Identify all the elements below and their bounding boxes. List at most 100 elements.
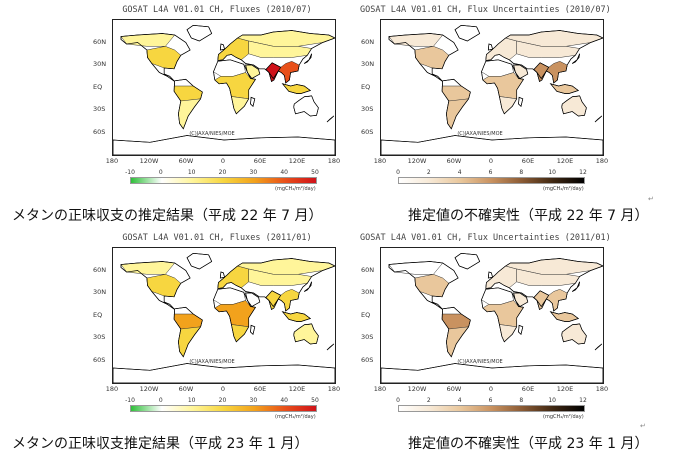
coastline [326,115,335,123]
coastline [485,258,603,312]
color-scale-tick: 10 [548,169,556,176]
lon-label: 60E [253,385,267,393]
color-scale-tick: 10 [187,169,196,176]
coastline [213,59,257,115]
map-title: GOSAT L4A V01.01 CH, Flux Uncertainties … [360,233,611,243]
lat-label: 30N [361,60,375,68]
lon-label: 0 [488,385,494,393]
coastline [485,30,603,84]
map-panel-uncertainty-2010-07: GOSAT L4A V01.01 CH, Flux Uncertainties … [360,5,611,195]
flux-region [441,85,471,102]
coastline [381,363,603,383]
lon-label: 60E [521,157,535,165]
lon-label: 120E [556,385,574,393]
flux-region [120,261,176,275]
coastline [518,324,524,335]
world-map [381,252,603,383]
color-scale-tick: 12 [579,169,587,176]
color-scale-unit: (mgCH₄/m²/day) [543,186,584,192]
lat-label: 60S [361,127,374,136]
caption-flux-2010-07: メタンの正味収支の推定結果（平成 22 年 7 月） [12,208,323,224]
coastline [281,83,312,94]
color-scale-tick: 0 [396,169,400,176]
coastline [245,292,261,307]
map-frame [112,247,336,384]
coastline [265,62,282,83]
map-frame [380,247,604,384]
color-scale-unit: (mgCH₄/m²/day) [275,186,316,192]
lon-label: 180 [327,157,341,165]
map-credit: (C)JAXA/NIES/MOE [457,359,503,365]
lon-label: 60W [178,385,194,393]
flux-region [388,33,444,47]
color-scale-tick: 2 [426,169,431,176]
flux-region [388,261,444,275]
lon-label: 0 [220,157,226,165]
color-scale-unit: (mgCH₄/m²/day) [543,414,584,420]
map-title: GOSAT L4A V01.01 CH, Fluxes (2010/07) [122,5,312,15]
coastline [388,33,459,82]
coastline [173,306,203,358]
map-frame [112,19,336,156]
coastline [303,53,312,64]
coastline [186,24,213,42]
color-scale-bar [398,177,585,184]
coastline [213,287,257,343]
map-frame [380,19,604,156]
coastline [217,258,335,312]
lon-label: 180 [105,157,119,165]
color-scale-bar [398,405,585,412]
lon-label: 120W [139,157,159,165]
caption-flux-2011-01: メタンの正味収支推定結果（平成 23 年 1 月） [12,436,309,452]
coastline [250,324,256,335]
coastline [113,135,335,155]
map-panel-flux-2010-07: GOSAT L4A V01.01 CH, Fluxes (2010/07) (C)… [92,5,342,195]
color-scale-unit: (mgCH₄/m²/day) [275,414,316,420]
land-greenland [454,24,481,42]
coastline [561,323,587,345]
map-credit: (C)JAXA/NIES/MOE [189,359,235,365]
world-map [113,252,335,383]
lon-label: 60W [178,157,194,165]
land-greenland [186,252,213,270]
color-scale-tick: 4 [457,169,462,176]
lat-label: 30S [361,105,374,113]
color-scale-tick: 10 [187,397,196,404]
lon-label: 0 [488,157,494,165]
color-scale-tick: 8 [519,397,524,404]
land-greenland [454,252,481,270]
lon-label: 0 [220,385,226,393]
lat-label: 60N [361,265,375,274]
coastline [441,78,471,130]
coastline [454,252,481,270]
coastline [513,64,529,79]
caption-uncertainty-2010-07: 推定値の不確実性（平成 22 年 7 月） [408,208,649,224]
color-scale-tick: 50 [311,169,319,176]
lon-label: 60W [446,157,462,165]
coastline [120,33,191,82]
land-greenland [186,24,213,42]
lon-label: 120E [288,385,306,393]
map-credit: (C)JAXA/NIES/MOE [457,131,503,137]
lat-label: EQ [93,82,103,91]
flux-region [231,324,250,343]
color-scale-tick: -10 [125,169,135,176]
lon-label: 180 [595,385,609,393]
coastline [594,115,603,123]
lon-label: 180 [327,385,341,393]
color-scale-tick: 30 [249,169,258,176]
coastline [219,271,226,279]
coastline [513,292,529,307]
lat-label: 60N [93,265,107,274]
coastline [533,290,550,311]
lat-label: 60N [93,37,107,46]
color-scale-bar [130,405,317,412]
flux-region [499,324,518,343]
map-credit: (C)JAXA/NIES/MOE [189,131,235,137]
lat-label: 60S [93,355,106,364]
land-antarctica [113,363,335,383]
color-scale-tick: 12 [579,397,587,404]
coastline [265,290,282,311]
flux-region [441,313,471,330]
coastline [217,30,335,84]
